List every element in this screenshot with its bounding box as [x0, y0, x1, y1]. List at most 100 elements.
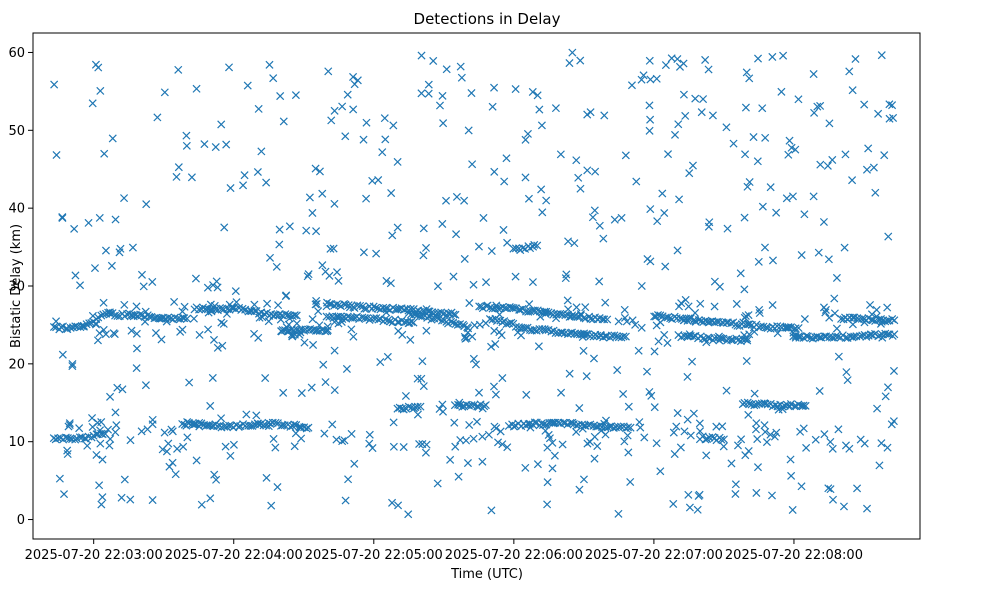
- data-point: [273, 483, 282, 492]
- data-point: [405, 318, 414, 327]
- data-point: [599, 234, 608, 243]
- data-point: [359, 248, 368, 257]
- data-point: [680, 315, 689, 324]
- data-point: [137, 270, 146, 279]
- data-point: [88, 311, 97, 320]
- data-point: [673, 246, 682, 255]
- data-point: [889, 366, 899, 375]
- data-point: [801, 401, 810, 410]
- data-point: [308, 208, 317, 217]
- data-point: [542, 307, 551, 316]
- data-point: [136, 310, 145, 319]
- data-point: [231, 287, 240, 296]
- data-point: [340, 436, 349, 445]
- data-point: [386, 317, 395, 326]
- data-point: [449, 318, 458, 327]
- data-point: [645, 101, 654, 110]
- data-point: [417, 51, 426, 60]
- data-point: [741, 150, 750, 159]
- data-point: [79, 321, 88, 330]
- data-point: [684, 490, 693, 499]
- data-point: [292, 311, 301, 320]
- data-point: [85, 319, 94, 328]
- data-point: [674, 331, 683, 340]
- data-point: [684, 302, 693, 311]
- data-point: [435, 101, 445, 110]
- data-point: [442, 65, 451, 74]
- data-point: [723, 224, 732, 233]
- y-tick-label: 0: [17, 513, 25, 528]
- data-point: [344, 475, 353, 484]
- data-point: [143, 425, 152, 434]
- data-point: [383, 352, 392, 361]
- data-point: [621, 151, 630, 160]
- data-point: [767, 491, 777, 500]
- data-point: [570, 239, 579, 248]
- data-point: [489, 382, 499, 391]
- y-tick-label: 40: [8, 202, 25, 217]
- data-point: [677, 299, 686, 308]
- data-point: [518, 244, 527, 253]
- data-point: [590, 454, 599, 463]
- data-point: [76, 281, 85, 290]
- data-point: [246, 421, 255, 430]
- data-point: [330, 199, 339, 208]
- data-point: [883, 443, 892, 452]
- x-tick-label: 2025-07-20 22:08:00: [725, 548, 863, 563]
- data-point: [661, 61, 670, 70]
- data-point: [575, 404, 584, 413]
- data-point: [271, 418, 280, 427]
- data-point: [784, 323, 793, 332]
- data-point: [656, 318, 665, 327]
- data-point: [660, 330, 669, 339]
- data-point: [702, 451, 711, 460]
- data-point: [695, 490, 704, 499]
- data-point: [503, 238, 512, 247]
- data-point: [393, 157, 402, 166]
- data-point: [264, 422, 273, 431]
- data-point: [206, 494, 215, 503]
- data-point: [656, 467, 665, 476]
- data-point: [823, 161, 832, 170]
- data-point: [888, 101, 897, 110]
- x-tick-label: 2025-07-20 22:06:00: [445, 548, 583, 563]
- data-point: [675, 195, 684, 204]
- data-point: [264, 317, 273, 326]
- data-point: [232, 298, 241, 307]
- data-point: [460, 196, 469, 205]
- data-point: [815, 386, 824, 396]
- data-point: [787, 143, 796, 152]
- data-point: [533, 306, 542, 315]
- data-point: [132, 329, 141, 338]
- data-point: [204, 325, 213, 334]
- data-point: [670, 450, 679, 459]
- data-point: [141, 381, 150, 390]
- data-point: [828, 495, 838, 504]
- data-point: [415, 439, 424, 449]
- data-point: [449, 272, 458, 281]
- data-point: [564, 305, 573, 314]
- data-point: [885, 114, 894, 123]
- data-point: [107, 261, 116, 270]
- data-point: [872, 305, 881, 314]
- data-point: [548, 438, 557, 447]
- data-point: [696, 299, 705, 308]
- data-point: [834, 352, 843, 361]
- data-point: [120, 475, 129, 484]
- data-point: [691, 308, 700, 317]
- data-point: [222, 140, 231, 149]
- data-point: [155, 314, 164, 323]
- data-point: [760, 421, 769, 430]
- data-point: [579, 475, 588, 484]
- data-point: [581, 303, 590, 312]
- data-point: [111, 428, 120, 437]
- data-point: [97, 418, 106, 427]
- data-point: [646, 75, 655, 84]
- data-point: [179, 442, 188, 451]
- data-point: [745, 74, 754, 83]
- data-point: [685, 503, 694, 512]
- data-point: [334, 276, 343, 285]
- data-point: [490, 167, 499, 176]
- data-point: [347, 301, 356, 310]
- data-point: [558, 328, 567, 337]
